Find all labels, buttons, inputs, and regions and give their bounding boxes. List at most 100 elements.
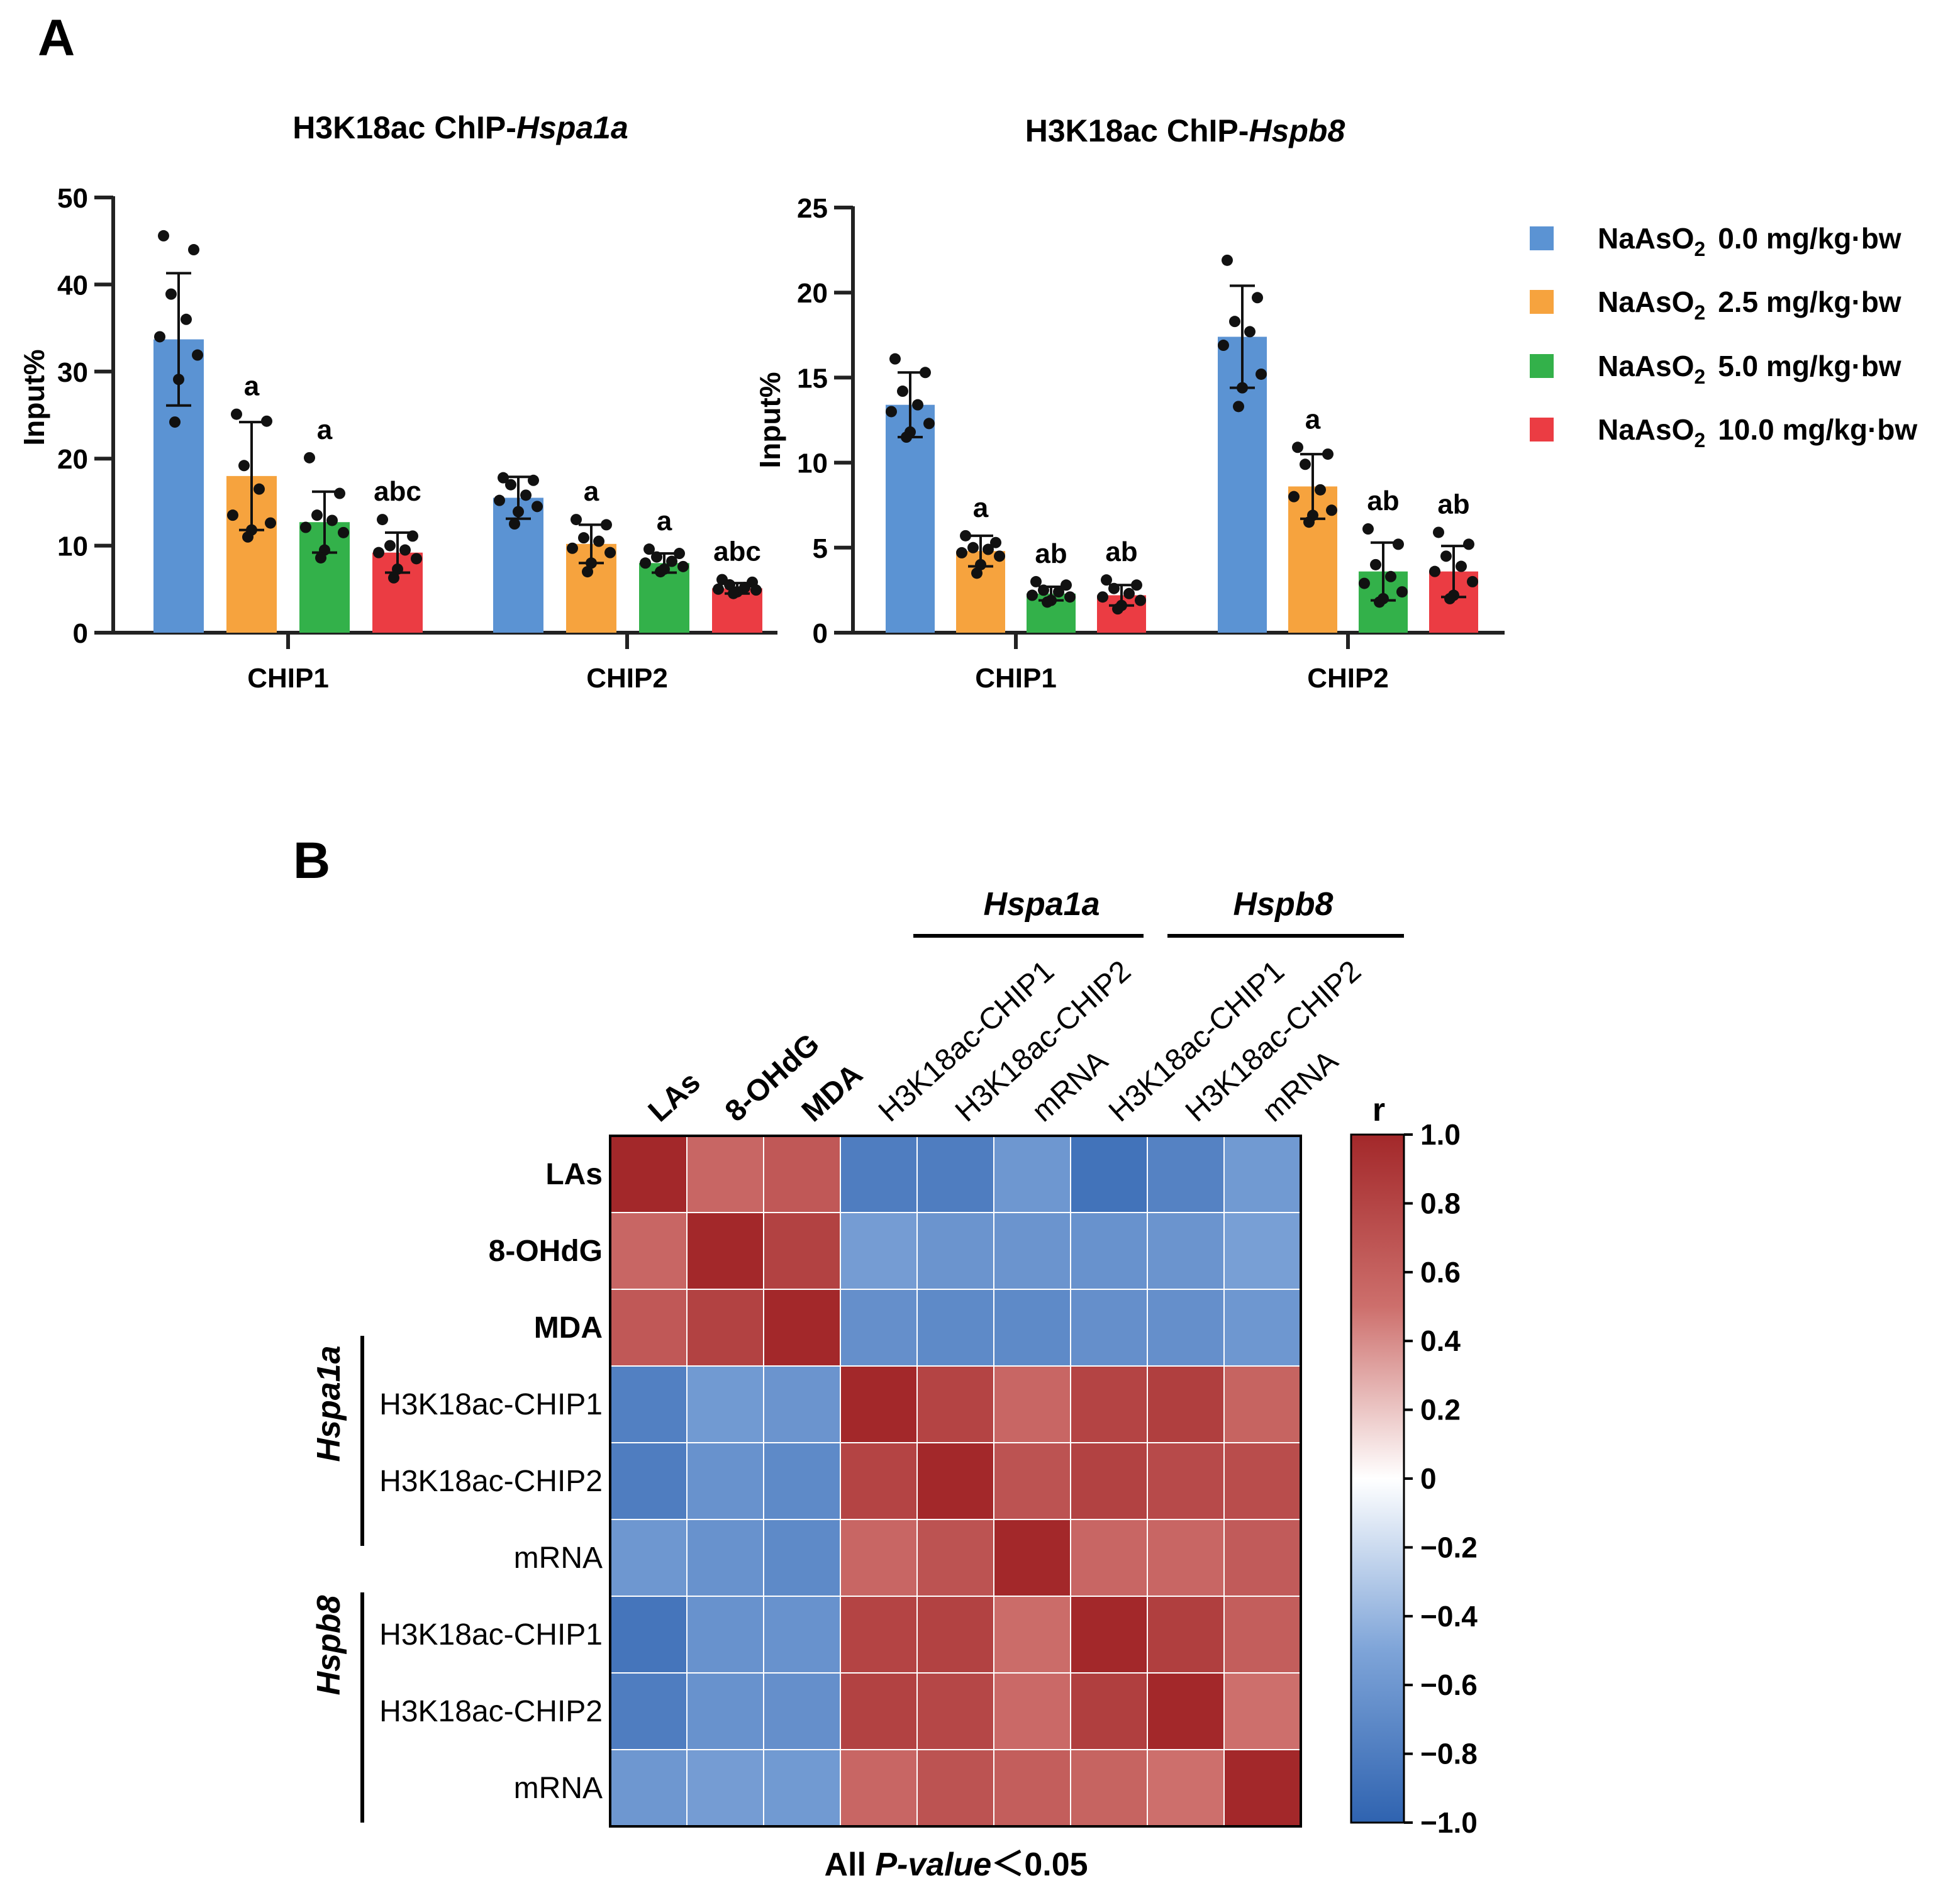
heatmap-cell (1223, 1135, 1301, 1213)
heatmap-cell (916, 1135, 994, 1213)
data-point (407, 530, 418, 542)
data-point (677, 560, 689, 572)
heatmap-cell (1070, 1596, 1148, 1674)
colorbar-tick-label: 1.0 (1420, 1118, 1461, 1151)
data-point (713, 583, 724, 595)
data-point (231, 408, 242, 420)
legend-swatch-0 (1530, 226, 1554, 250)
heatmap-cell (686, 1212, 764, 1290)
data-point (373, 547, 384, 558)
y-tick-label: 5 (813, 533, 828, 564)
data-point (567, 542, 578, 554)
data-point (1112, 603, 1123, 615)
chart1-ylabel: Input% (18, 349, 50, 445)
data-point (505, 479, 516, 491)
heatmap-cell (686, 1365, 764, 1443)
heatmap-cell (840, 1365, 918, 1443)
data-point (1061, 579, 1072, 591)
data-point (1256, 368, 1267, 380)
heatmap-row-label: 8-OHdG (489, 1235, 603, 1268)
data-point (728, 587, 739, 599)
legend-entry-1: NaAsO2 2.5 mg/kg·bw (1598, 286, 1902, 324)
y-tick-label: 0 (73, 618, 88, 649)
heatmap-cell (1147, 1365, 1225, 1443)
data-point (886, 406, 897, 418)
heatmap-cell (993, 1596, 1071, 1674)
heatmap-cell (1147, 1672, 1225, 1750)
heatmap-group-hspa1a-top: Hspa1a (984, 886, 1100, 923)
data-point (666, 555, 677, 567)
heatmap-group-hspb8-top: Hspb8 (1233, 886, 1334, 923)
heatmap-cell (1147, 1519, 1225, 1597)
heatmap-cell (686, 1596, 764, 1674)
heatmap-cell (1147, 1212, 1225, 1290)
data-point (994, 550, 1005, 562)
data-point (1322, 448, 1334, 460)
y-tick-label: 20 (57, 444, 88, 475)
heatmap-cell (686, 1672, 764, 1750)
data-point (971, 567, 983, 579)
data-point (192, 349, 203, 361)
data-point (520, 489, 532, 501)
data-point (315, 552, 326, 564)
chart1-plot: 0 10 20 30 40 50 a a abc a a abc (57, 183, 777, 649)
data-point (399, 544, 411, 556)
heatmap-cell (1223, 1289, 1301, 1367)
heatmap-border (609, 1135, 1302, 1828)
heatmap-cell (993, 1365, 1071, 1443)
data-point (960, 530, 971, 541)
heatmap-cell (1223, 1672, 1301, 1750)
colorbar-tick-label: −0.8 (1420, 1738, 1478, 1770)
heatmap-cell (916, 1596, 994, 1674)
heatmap-cell (763, 1672, 841, 1750)
data-point (411, 553, 422, 565)
data-point (586, 557, 597, 569)
colorbar (1350, 1133, 1405, 1824)
data-point (1429, 565, 1440, 577)
heatmap-cell (610, 1749, 688, 1827)
heatmap-cell (1070, 1519, 1148, 1597)
data-point (1300, 458, 1311, 470)
heatmap-cell (993, 1212, 1071, 1290)
heatmap-row-label: mRNA (514, 1541, 603, 1575)
colorbar-tick-label: 0.2 (1420, 1394, 1461, 1426)
data-point (253, 483, 265, 495)
data-point (897, 386, 908, 397)
data-point (1444, 592, 1456, 604)
heatmap-cell (916, 1519, 994, 1597)
data-point (188, 244, 199, 256)
heatmap-cell (1070, 1365, 1148, 1443)
colorbar-tick-label: −0.2 (1420, 1531, 1478, 1563)
data-point (532, 501, 543, 513)
data-point (1229, 316, 1240, 328)
data-point (158, 230, 169, 242)
y-tick-label: 10 (797, 448, 828, 479)
colorbar-tick-label: 0 (1420, 1462, 1437, 1495)
colorbar-tick-label: 0.8 (1420, 1187, 1461, 1219)
heatmap-cell (1070, 1212, 1148, 1290)
heatmap-row-label: H3K18ac-CHIP2 (379, 1695, 603, 1728)
colorbar-tick-label: 0.4 (1420, 1324, 1461, 1357)
chart2-cat-chip1: CHIP1 (975, 663, 1057, 694)
data-point (154, 331, 165, 343)
heatmap-cell (763, 1749, 841, 1827)
heatmap-cell (1223, 1596, 1301, 1674)
heatmap-cell (610, 1135, 688, 1213)
data-point (238, 460, 250, 472)
heatmap-cell (1070, 1749, 1148, 1827)
data-point (1064, 591, 1076, 603)
data-point (1218, 340, 1229, 352)
heatmap-cell (1147, 1596, 1225, 1674)
data-point (1370, 558, 1381, 570)
y-tick-label: 0 (813, 618, 828, 649)
data-point (1315, 484, 1326, 496)
data-point (498, 472, 509, 484)
data-point (1233, 401, 1244, 413)
data-point (242, 531, 253, 543)
y-tick-label: 50 (57, 183, 88, 214)
significance-label: a (584, 476, 599, 507)
significance-label: a (244, 371, 260, 402)
significance-label: ab (1367, 486, 1399, 516)
data-point (1303, 516, 1315, 528)
heatmap-cell (840, 1519, 918, 1597)
